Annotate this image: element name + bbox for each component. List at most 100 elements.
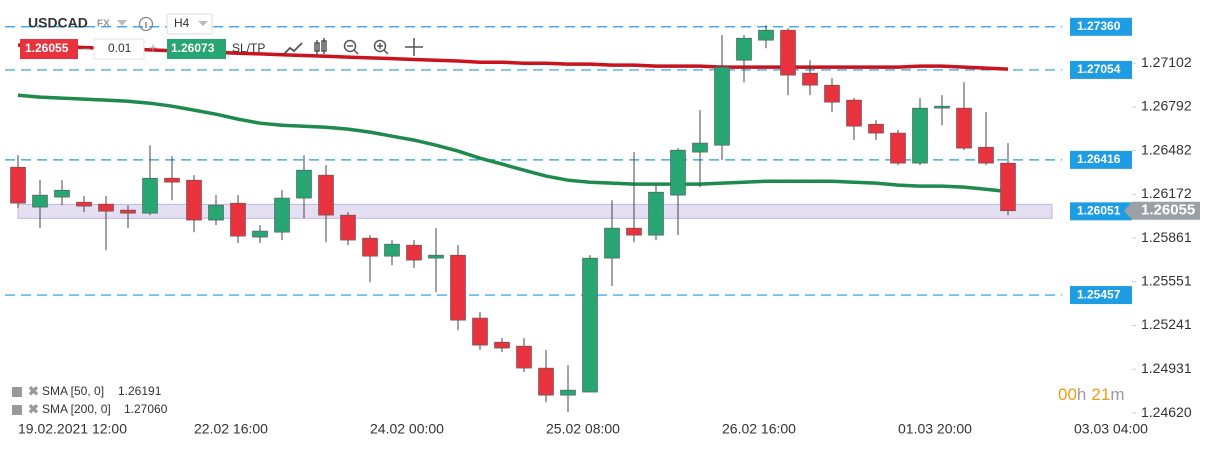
countdown-minutes: 21 xyxy=(1091,385,1110,404)
legend-value: 1.26191 xyxy=(118,384,162,398)
candle-body xyxy=(626,227,642,236)
candle-body xyxy=(142,177,158,214)
level-label: 1.25457 xyxy=(1077,287,1121,301)
candle-body xyxy=(846,99,862,127)
dropdown-arrow xyxy=(198,21,208,26)
candle-body xyxy=(450,254,466,321)
band-label-box xyxy=(1070,202,1132,221)
y-tick-label: 1.25551 xyxy=(1141,273,1192,289)
x-tick-label: 24.02 00:00 xyxy=(370,421,444,437)
price-marker xyxy=(1124,201,1200,220)
candle-body xyxy=(780,29,796,76)
legend-close[interactable]: ✖ xyxy=(28,383,39,398)
candle-body xyxy=(208,204,224,221)
lot-input[interactable] xyxy=(93,38,145,60)
level-label: 1.27054 xyxy=(1077,62,1121,76)
candle-body xyxy=(428,254,444,259)
candle-body xyxy=(802,72,818,86)
candle-type-icon[interactable] xyxy=(314,38,327,55)
candle-body xyxy=(560,389,576,396)
legend-name: SMA [50, 0] xyxy=(42,384,104,398)
candle-body xyxy=(824,84,840,103)
y-tick-label: 1.25861 xyxy=(1141,229,1192,245)
candle-body xyxy=(582,257,598,393)
legend-icon xyxy=(12,405,22,415)
countdown-hours: 00 xyxy=(1058,385,1077,404)
x-tick-label: 01.03 20:00 xyxy=(898,421,972,437)
current-price: 1.26055 xyxy=(1141,202,1195,219)
lot-plus[interactable]: + xyxy=(149,40,157,56)
sell-button[interactable] xyxy=(20,39,78,59)
band-label: 1.26051 xyxy=(1077,204,1121,218)
symbol[interactable]: USDCAD xyxy=(28,15,88,31)
x-tick-label: 25.02 08:00 xyxy=(546,421,620,437)
level-label: 1.27360 xyxy=(1077,19,1121,33)
candle-body xyxy=(340,214,356,241)
legend-name: SMA [200, 0] xyxy=(42,402,111,416)
legend-value: 1.27060 xyxy=(124,402,168,416)
level-label-box xyxy=(1070,60,1132,79)
candle-body xyxy=(120,209,136,214)
interval: H4 xyxy=(174,16,190,30)
candle-body xyxy=(494,341,510,349)
price-band xyxy=(17,203,1053,219)
toolbar: USDCAD FX H4 1.26055 – 0.01 + 1.26073 SL… xyxy=(20,13,423,60)
candle-body xyxy=(252,230,268,238)
legend-close[interactable]: ✖ xyxy=(28,401,39,416)
countdown-h: h xyxy=(1077,385,1086,404)
sma-line xyxy=(17,93,1009,194)
sma-line xyxy=(17,43,1009,71)
move-icon[interactable] xyxy=(405,38,423,56)
candle-body xyxy=(230,202,246,237)
candle-body xyxy=(736,37,752,61)
countdown: 00h 21m xyxy=(1058,385,1124,404)
zoom-out-icon[interactable] xyxy=(343,39,359,55)
candle-body xyxy=(516,345,532,369)
candle-body xyxy=(10,166,26,204)
x-tick-label: 03.03 04:00 xyxy=(1074,421,1148,437)
candle-body xyxy=(186,179,202,221)
market: FX xyxy=(97,19,110,30)
sltp-button[interactable]: SL/TP xyxy=(232,41,265,55)
draw-line-icon[interactable] xyxy=(283,42,303,55)
x-tick-label: 19.02.2021 12:00 xyxy=(18,421,127,437)
candle-body xyxy=(1000,162,1016,212)
candle-body xyxy=(758,29,774,41)
buy-button[interactable] xyxy=(167,39,226,59)
candle-body xyxy=(670,149,686,196)
candle-body xyxy=(54,189,70,198)
level-label-box xyxy=(1070,17,1132,36)
info-icon[interactable] xyxy=(138,16,154,32)
candle-body xyxy=(274,197,290,233)
lot: 0.01 xyxy=(108,41,132,55)
y-tick-label: 1.26482 xyxy=(1141,141,1192,157)
interval-select[interactable] xyxy=(166,13,213,35)
candle-body xyxy=(934,105,950,109)
level-label: 1.26416 xyxy=(1077,152,1121,166)
candle-body xyxy=(76,201,92,207)
candle-body xyxy=(384,243,400,257)
y-tick-label: 1.26792 xyxy=(1141,98,1192,114)
y-tick-label: 1.25241 xyxy=(1141,316,1192,332)
candle-body xyxy=(362,237,378,257)
y-tick-label: 1.27102 xyxy=(1141,54,1192,70)
y-tick-label: 1.24620 xyxy=(1141,404,1192,420)
zoom-in-icon[interactable] xyxy=(373,39,389,55)
candle-body xyxy=(714,66,730,146)
x-tick-label: 22.02 16:00 xyxy=(194,421,268,437)
legend: ✖ SMA [50, 0] 1.26191 ✖ SMA [200, 0] 1.27060 xyxy=(12,383,168,416)
lot-minus[interactable]: – xyxy=(82,40,90,56)
level-label-box xyxy=(1070,150,1132,169)
legend-icon xyxy=(12,387,22,397)
y-tick-label: 1.24931 xyxy=(1141,360,1192,376)
candle-body xyxy=(604,227,620,259)
candle-body xyxy=(406,244,422,261)
candle-body xyxy=(472,317,488,346)
candle-body xyxy=(648,191,664,236)
dropdown-arrow[interactable] xyxy=(117,20,127,26)
candle-body xyxy=(296,169,312,199)
candle-body xyxy=(692,142,708,153)
level-label-box xyxy=(1070,286,1132,305)
y-tick-label: 1.26172 xyxy=(1141,185,1192,201)
